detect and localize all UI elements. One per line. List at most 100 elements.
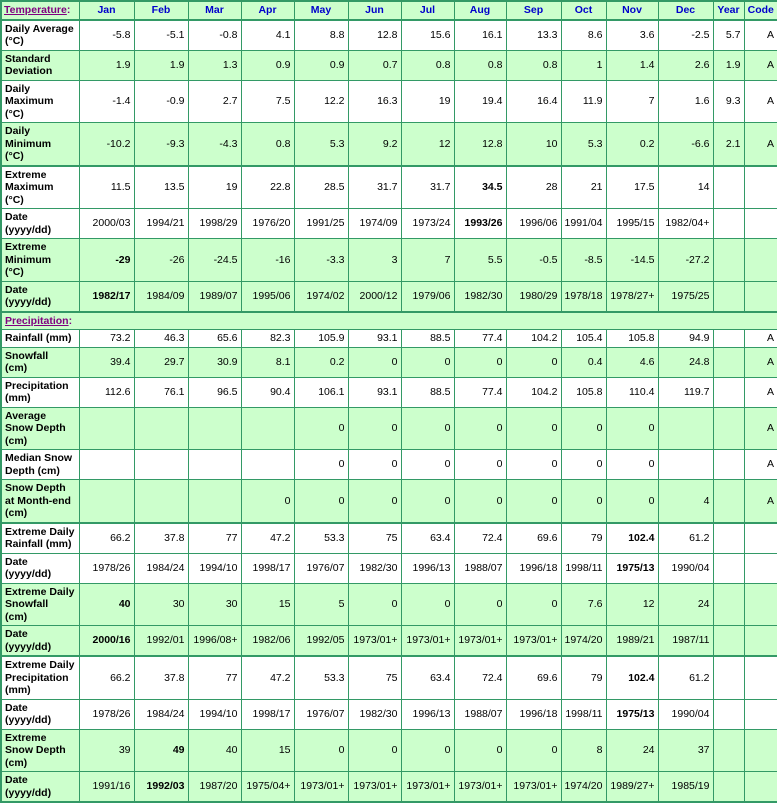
value-cell-nov: 1989/27+ [605,771,659,803]
value-cell-nov: 0 [605,406,659,450]
value-cell-jun: 9.2 [347,122,402,166]
row-label: Daily Minimum (°C) [0,122,80,166]
month-header-nov: Nov [605,0,659,20]
row-label: Extreme Snow Depth (cm) [0,728,80,772]
value-cell-may: 0 [293,479,349,523]
value-cell-jul: 0 [400,406,455,450]
value-cell-sep: 10 [505,122,562,166]
value-cell-mar: -4.3 [187,122,242,166]
code-cell [743,521,777,554]
table-row: Date (yyyy/dd) 2000/16 1992/01 1996/08+ 1982… [0,625,777,657]
value-cell-mar: 1994/10 [187,698,242,730]
value-cell-apr: 1995/06 [240,280,295,312]
value-cell-jul: 0 [400,728,455,772]
value-cell-mar [187,406,242,450]
value-cell-jun: 93.1 [347,329,402,348]
value-cell-jun: 0 [347,728,402,772]
value-cell-may: 1974/02 [293,280,349,312]
value-cell-feb: 1994/21 [133,208,189,239]
table-row: Date (yyyy/dd) 1978/26 1984/24 1994/10 1998/… [0,698,777,730]
value-cell-jan: 39 [78,728,135,772]
code-cell [743,771,777,803]
value-cell-oct: 8.6 [560,18,607,51]
table-row: Extreme Daily Rainfall (mm) 66.2 37.8 77 47.… [0,521,777,554]
value-cell-dec: 61.2 [657,655,714,700]
value-cell-jul: 1973/24 [400,208,455,239]
year-cell: 9.3 [712,79,745,123]
table-row: Median Snow Depth (cm) 0 0 0 0 0 0 0 A [0,449,777,480]
code-cell [743,164,777,209]
value-cell-nov: 0 [605,449,659,480]
value-cell-feb: -26 [133,238,189,282]
row-label: Average Snow Depth (cm) [0,406,80,450]
code-cell [743,552,777,584]
value-cell-sep: 0 [505,582,562,626]
value-cell-mar: 1998/29 [187,208,242,239]
value-cell-jul: 0 [400,449,455,480]
value-cell-jan: 1.9 [78,49,135,81]
value-cell-dec: 1990/04 [657,698,714,730]
value-cell-aug: 0 [453,728,507,772]
table-row: Extreme Snow Depth (cm) 39 49 40 15 0 0 0 0 0 8 24 3… [0,728,777,772]
year-cell [712,346,745,378]
value-cell-jan: -10.2 [78,122,135,166]
value-cell-nov: 102.4 [605,521,659,554]
table-row: Daily Minimum (°C) -10.2 -9.3 -4.3 0.8 5.3 9.2… [0,122,777,166]
row-label: Date (yyyy/dd) [0,698,80,730]
value-cell-may: 0 [293,406,349,450]
temperature-section-header-cell: Temperature: [0,0,80,20]
precipitation-link[interactable]: Precipitation [5,314,69,327]
year-cell: 5.7 [712,18,745,51]
value-cell-sep: 0.8 [505,49,562,81]
value-cell-aug: 0.8 [453,49,507,81]
value-cell-nov: 102.4 [605,655,659,700]
value-cell-jul: 63.4 [400,655,455,700]
row-label: Snow Depth at Month-end (cm) [0,479,80,523]
value-cell-feb: 37.8 [133,521,189,554]
value-cell-jan: 112.6 [78,376,135,408]
temperature-link[interactable]: Temperature [4,4,67,16]
value-cell-dec: 14 [657,164,714,209]
code-cell: A [743,479,777,523]
value-cell-aug: 77.4 [453,329,507,348]
value-cell-oct: 79 [560,521,607,554]
year-cell [712,771,745,803]
code-cell: A [743,18,777,51]
month-header-mar: Mar [187,0,242,20]
value-cell-feb: 30 [133,582,189,626]
table-row: Standard Deviation 1.9 1.9 1.3 0.9 0.9 0.7 0.8 0… [0,49,777,81]
value-cell-mar: 1989/07 [187,280,242,312]
value-cell-dec [657,449,714,480]
value-cell-apr: 1975/04+ [240,771,295,803]
value-cell-dec: 1975/25 [657,280,714,312]
value-cell-nov: 17.5 [605,164,659,209]
month-header-oct: Oct [560,0,607,20]
value-cell-jan: 73.2 [78,329,135,348]
value-cell-oct: 1 [560,49,607,81]
year-cell [712,552,745,584]
value-cell-nov: 0 [605,479,659,523]
value-cell-aug: 19.4 [453,79,507,123]
value-cell-jul: 12 [400,122,455,166]
value-cell-jun: 75 [347,521,402,554]
value-cell-oct: 105.4 [560,329,607,348]
value-cell-oct: 0 [560,479,607,523]
value-cell-dec: 94.9 [657,329,714,348]
value-cell-mar: 30.9 [187,346,242,378]
row-label: Extreme Maximum (°C) [0,164,80,209]
value-cell-mar [187,479,242,523]
value-cell-aug: 16.1 [453,18,507,51]
row-label: Extreme Daily Snowfall (cm) [0,582,80,626]
value-cell-aug: 72.4 [453,521,507,554]
value-cell-jul: 19 [400,79,455,123]
code-cell [743,655,777,700]
value-cell-jan: -5.8 [78,18,135,51]
year-cell [712,376,745,408]
value-cell-jul: 1973/01+ [400,625,455,657]
value-cell-may: 0 [293,449,349,480]
table-row: Daily Average (°C) -5.8 -5.1 -0.8 4.1 8.8 12.8… [0,18,777,51]
value-cell-dec: 24.8 [657,346,714,378]
value-cell-sep: 1996/18 [505,552,562,584]
value-cell-aug: 0 [453,449,507,480]
value-cell-jan: 1978/26 [78,698,135,730]
